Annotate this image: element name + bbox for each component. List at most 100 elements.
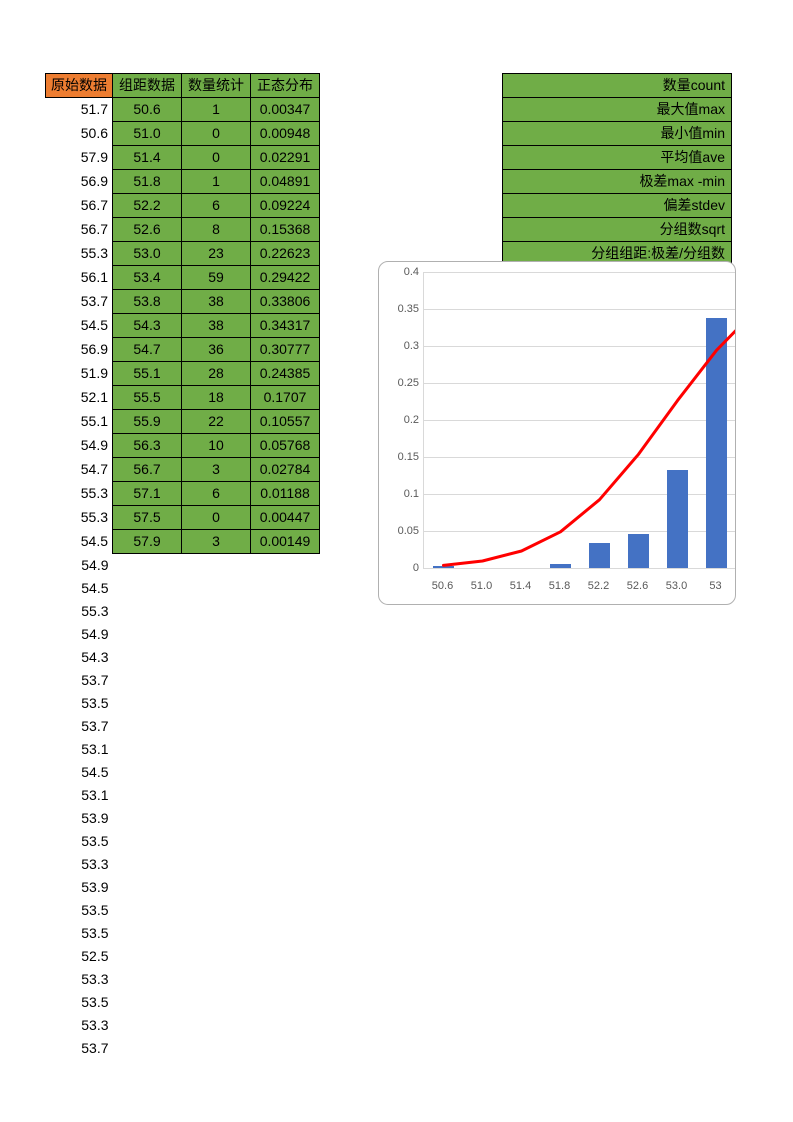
- table-row: 52.5: [46, 945, 320, 968]
- raw-cell: 53.5: [46, 991, 113, 1014]
- table-row: 55.357.500.00447: [46, 506, 320, 530]
- count-cell: 36: [182, 338, 251, 362]
- header-bin: 组距数据: [113, 74, 182, 98]
- count-cell: 38: [182, 314, 251, 338]
- table-row: 54.5: [46, 761, 320, 784]
- raw-cell: 54.3: [46, 646, 113, 669]
- x-axis-label: 51.4: [506, 580, 536, 592]
- raw-cell: 52.1: [46, 386, 113, 410]
- raw-cell: 54.5: [46, 577, 113, 600]
- y-axis-label: 0.2: [385, 414, 419, 426]
- table-row: 54.557.930.00149: [46, 530, 320, 554]
- stats-label: 偏差stdev: [503, 194, 732, 218]
- stats-label: 数量count: [503, 74, 732, 98]
- table-row: 55.357.160.01188: [46, 482, 320, 506]
- bin-cell: 54.3: [113, 314, 182, 338]
- raw-cell: 55.3: [46, 600, 113, 623]
- header-raw: 原始数据: [46, 74, 113, 98]
- raw-cell: 53.1: [46, 784, 113, 807]
- y-axis-label: 0.25: [385, 377, 419, 389]
- table-row: 54.756.730.02784: [46, 458, 320, 482]
- grid-line: [424, 568, 736, 569]
- count-cell: 6: [182, 194, 251, 218]
- raw-cell: 53.5: [46, 922, 113, 945]
- normal-cell: 0.09224: [251, 194, 320, 218]
- raw-cell: 55.3: [46, 482, 113, 506]
- normal-cell: 0.00149: [251, 530, 320, 554]
- table-row: 51.750.610.00347: [46, 98, 320, 122]
- bin-cell: 56.3: [113, 434, 182, 458]
- bin-cell: 51.0: [113, 122, 182, 146]
- table-row: 54.9: [46, 554, 320, 577]
- raw-cell: 53.5: [46, 899, 113, 922]
- raw-cell: 55.3: [46, 242, 113, 266]
- x-axis-label: 53.0: [662, 580, 692, 592]
- table-row: 54.3: [46, 646, 320, 669]
- y-axis-label: 0.15: [385, 451, 419, 463]
- table-row: 55.353.0230.22623: [46, 242, 320, 266]
- y-axis-label: 0.05: [385, 525, 419, 537]
- table-row: 53.5: [46, 899, 320, 922]
- table-row: 53.3: [46, 1014, 320, 1037]
- table-row: 53.5: [46, 922, 320, 945]
- normal-cell: 0.24385: [251, 362, 320, 386]
- raw-cell: 51.7: [46, 98, 113, 122]
- normal-cell: 0.02291: [251, 146, 320, 170]
- raw-cell: 53.5: [46, 830, 113, 853]
- normal-cell: 0.29422: [251, 266, 320, 290]
- stats-row: 最大值max: [503, 98, 732, 122]
- table-row: 50.651.000.00948: [46, 122, 320, 146]
- bin-cell: 53.8: [113, 290, 182, 314]
- data-table: 原始数据 组距数据 数量统计 正态分布 51.750.610.0034750.6…: [45, 73, 320, 1060]
- count-cell: 18: [182, 386, 251, 410]
- y-axis-label: 0.3: [385, 340, 419, 352]
- stats-label: 分组数sqrt: [503, 218, 732, 242]
- x-axis-label: 50.6: [428, 580, 458, 592]
- normal-cell: 0.15368: [251, 218, 320, 242]
- raw-cell: 56.1: [46, 266, 113, 290]
- raw-cell: 50.6: [46, 122, 113, 146]
- stats-row: 平均值ave: [503, 146, 732, 170]
- table-row: 53.753.8380.33806: [46, 290, 320, 314]
- table-row: 53.3: [46, 853, 320, 876]
- histogram-chart: 00.050.10.150.20.250.30.350.450.651.051.…: [378, 261, 736, 605]
- table-row: 53.1: [46, 738, 320, 761]
- bin-cell: 57.1: [113, 482, 182, 506]
- x-axis-label: 52.2: [584, 580, 614, 592]
- header-normal: 正态分布: [251, 74, 320, 98]
- bin-cell: 51.4: [113, 146, 182, 170]
- raw-cell: 53.3: [46, 1014, 113, 1037]
- normal-cell: 0.01188: [251, 482, 320, 506]
- table-row: 53.5: [46, 692, 320, 715]
- stats-row: 偏差stdev: [503, 194, 732, 218]
- raw-cell: 56.9: [46, 338, 113, 362]
- y-axis-label: 0.1: [385, 488, 419, 500]
- bin-cell: 51.8: [113, 170, 182, 194]
- table-row: 53.7: [46, 715, 320, 738]
- stats-label: 平均值ave: [503, 146, 732, 170]
- raw-cell: 54.9: [46, 434, 113, 458]
- table-row: 56.153.4590.29422: [46, 266, 320, 290]
- raw-cell: 52.5: [46, 945, 113, 968]
- stats-row: 数量count: [503, 74, 732, 98]
- normal-cell: 0.00447: [251, 506, 320, 530]
- table-row: 55.3: [46, 600, 320, 623]
- raw-cell: 53.5: [46, 692, 113, 715]
- raw-cell: 54.5: [46, 314, 113, 338]
- table-row: 53.9: [46, 876, 320, 899]
- stats-label: 最大值max: [503, 98, 732, 122]
- raw-cell: 54.9: [46, 623, 113, 646]
- raw-cell: 53.9: [46, 807, 113, 830]
- raw-cell: 54.9: [46, 554, 113, 577]
- stats-label: 最小值min: [503, 122, 732, 146]
- normal-cell: 0.1707: [251, 386, 320, 410]
- bin-cell: 55.9: [113, 410, 182, 434]
- table-row: 56.752.680.15368: [46, 218, 320, 242]
- raw-cell: 53.7: [46, 290, 113, 314]
- count-cell: 59: [182, 266, 251, 290]
- raw-cell: 53.7: [46, 1037, 113, 1060]
- bin-cell: 50.6: [113, 98, 182, 122]
- y-axis-label: 0.4: [385, 266, 419, 278]
- normal-curve: [424, 272, 736, 568]
- raw-cell: 56.7: [46, 194, 113, 218]
